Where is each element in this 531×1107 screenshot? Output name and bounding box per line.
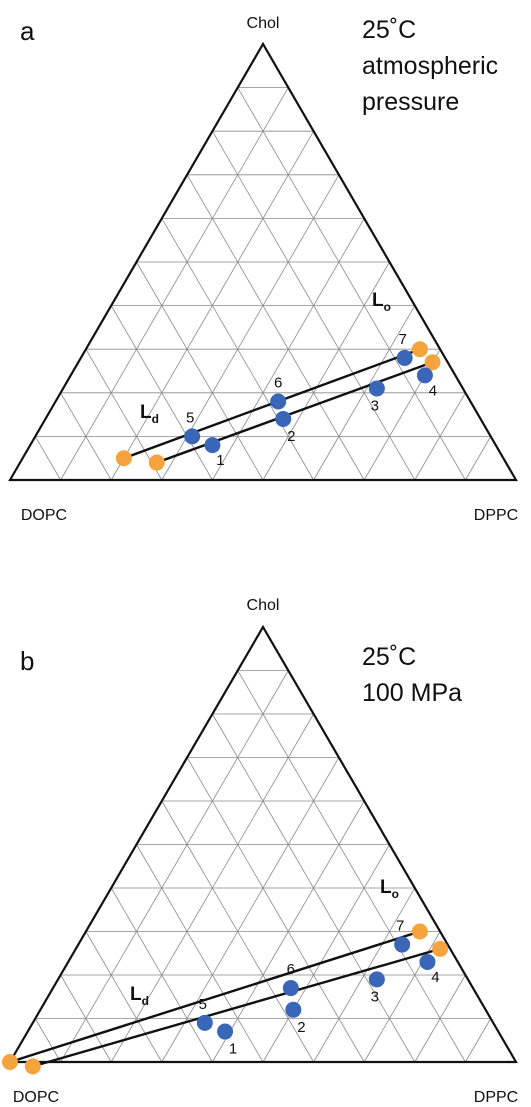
tie-line-endpoint-2-start	[24, 1058, 41, 1075]
sample-point-label-3: 3	[371, 988, 379, 1005]
panel-letter: a	[20, 16, 35, 46]
grid-line	[60, 392, 112, 481]
phase-label-Ld: Ld	[130, 984, 149, 1008]
grid-line	[110, 305, 213, 481]
sample-point-5	[196, 1014, 213, 1031]
sample-point-4	[419, 953, 436, 970]
tie-line-endpoint-2-end	[432, 940, 449, 957]
condition-line-1: 25˚C	[362, 16, 416, 44]
sample-point-7	[394, 936, 411, 953]
grid-line	[110, 887, 213, 1063]
phase-label-sub: o	[384, 300, 391, 314]
grid-line	[237, 87, 466, 481]
sample-point-3	[368, 971, 385, 988]
grid-line	[186, 757, 365, 1063]
condition-line-3: pressure	[362, 88, 459, 116]
sample-point-3	[368, 380, 385, 397]
sample-point-label-6: 6	[274, 375, 282, 392]
sample-point-label-6: 6	[287, 961, 295, 978]
sample-point-label-4: 4	[429, 382, 437, 399]
grid-line	[414, 392, 466, 481]
phase-label-sub: o	[392, 887, 399, 901]
grid-line	[262, 844, 390, 1063]
condition-line-2: 100 MPa	[362, 679, 462, 707]
sample-point-label-2: 2	[297, 1019, 305, 1036]
ternary-triangle	[8, 41, 518, 482]
grid-line	[60, 974, 112, 1063]
vertex-label-right: DPPC	[474, 507, 518, 524]
sample-point-6	[282, 980, 299, 997]
sample-point-7	[396, 349, 413, 366]
grid-line	[34, 1018, 61, 1063]
tie-line-endpoint-2-end	[424, 354, 441, 371]
tie-line-endpoint-2-start	[148, 454, 165, 471]
sample-point-label-4: 4	[431, 969, 439, 986]
ternary-triangle	[8, 624, 518, 1064]
vertex-label-right: DPPC	[474, 1089, 518, 1106]
sample-point-2	[275, 410, 292, 427]
grid-line	[237, 670, 466, 1063]
panel-letter: b	[20, 646, 34, 676]
tie-line-endpoint-1-start	[115, 450, 132, 467]
grid-line	[34, 436, 61, 481]
grid-line	[161, 757, 340, 1063]
sample-point-2	[285, 1001, 302, 1018]
sample-point-label-1: 1	[229, 1041, 237, 1058]
phase-label-main: L	[130, 984, 142, 1005]
grid-line	[465, 436, 492, 481]
tie-line-endpoint-1-end	[411, 923, 428, 940]
sample-point-label-3: 3	[371, 397, 379, 414]
sample-point-label-5: 5	[199, 996, 207, 1013]
vertex-label-left: DOPC	[13, 1089, 59, 1106]
grid-line	[414, 974, 466, 1063]
vertex-label-left: DOPC	[21, 507, 67, 524]
phase-label-main: L	[140, 402, 152, 423]
sample-point-label-1: 1	[216, 452, 224, 469]
sample-point-label-2: 2	[287, 428, 295, 445]
tie-line-endpoint-1-end	[411, 341, 428, 358]
sample-point-4	[416, 367, 433, 384]
grid-line	[465, 1018, 492, 1063]
grid-line	[60, 670, 289, 1063]
phase-label-Lo: Lo	[380, 877, 399, 901]
phase-label-sub: d	[152, 412, 159, 426]
sample-point-1	[217, 1023, 234, 1040]
vertex-label-top: Chol	[247, 597, 280, 614]
sample-point-5	[184, 428, 201, 445]
grid-line	[136, 261, 264, 481]
phase-label-sub: d	[142, 994, 149, 1008]
ternary-grid	[34, 670, 492, 1063]
grid-line	[313, 887, 416, 1063]
ternary-panel-a: 1 2 3 4 5 6 7 Chol DOPC DPPC a 25˚C atmospheric press…	[8, 15, 518, 524]
phase-label-main: L	[380, 877, 392, 898]
ternary-grid	[34, 87, 492, 481]
grid-line	[85, 348, 163, 481]
grid-line	[60, 87, 289, 481]
vertex-label-top: Chol	[247, 15, 280, 32]
sample-point-1	[204, 437, 221, 454]
grid-line	[313, 305, 416, 481]
grid-line	[262, 261, 390, 481]
phase-label-Lo: Lo	[372, 290, 391, 314]
tie-line-endpoint-1-start	[2, 1054, 18, 1070]
sample-point-label-5: 5	[186, 409, 194, 426]
sample-point-label-7: 7	[399, 331, 407, 348]
phase-label-main: L	[372, 290, 384, 311]
tie-line-2	[156, 361, 433, 464]
tie-line-2	[32, 947, 441, 1068]
sample-point-6	[270, 393, 287, 410]
phase-label-Ld: Ld	[140, 402, 159, 426]
tie-line-1	[9, 930, 421, 1064]
condition-line-2: atmospheric	[362, 52, 498, 80]
condition-line-1: 25˚C	[362, 643, 416, 671]
grid-line	[186, 174, 365, 481]
grid-line	[85, 931, 163, 1063]
sample-point-label-7: 7	[396, 918, 404, 935]
grid-line	[136, 844, 264, 1063]
